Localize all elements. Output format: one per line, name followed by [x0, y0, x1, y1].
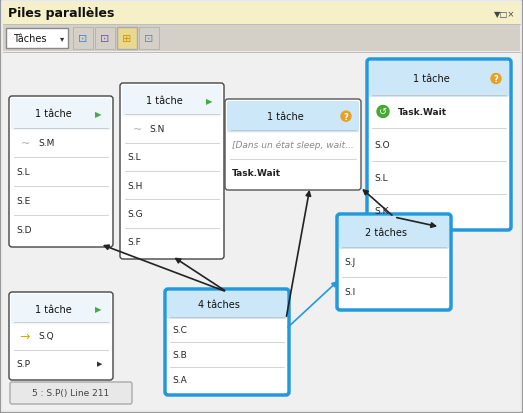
- Text: S.I: S.I: [344, 288, 355, 297]
- Text: S.L: S.L: [127, 153, 141, 162]
- Text: 1 tâche: 1 tâche: [35, 304, 71, 314]
- FancyBboxPatch shape: [167, 291, 287, 319]
- Text: S.L: S.L: [16, 168, 30, 177]
- Text: S.A: S.A: [172, 375, 187, 384]
- FancyBboxPatch shape: [165, 289, 289, 395]
- FancyArrowPatch shape: [287, 192, 311, 316]
- Text: [Dans un état sleep, wait...: [Dans un état sleep, wait...: [232, 140, 354, 150]
- FancyBboxPatch shape: [139, 28, 159, 50]
- Text: S.G: S.G: [127, 209, 143, 218]
- FancyBboxPatch shape: [227, 102, 359, 133]
- Text: ~: ~: [132, 124, 142, 134]
- Text: 1 tâche: 1 tâche: [145, 96, 183, 106]
- Text: Tâches: Tâches: [13, 34, 47, 44]
- Text: 4 tâches: 4 tâches: [198, 300, 240, 310]
- FancyBboxPatch shape: [367, 60, 511, 230]
- Text: S.C: S.C: [172, 325, 187, 334]
- Text: 1 tâche: 1 tâche: [35, 109, 71, 119]
- FancyBboxPatch shape: [9, 97, 113, 247]
- Text: ?: ?: [494, 75, 498, 84]
- FancyBboxPatch shape: [369, 62, 509, 98]
- Text: ~: ~: [21, 138, 31, 148]
- FancyArrowPatch shape: [363, 191, 392, 216]
- FancyBboxPatch shape: [3, 54, 520, 410]
- Text: 1 tâche: 1 tâche: [413, 74, 449, 84]
- FancyArrowPatch shape: [288, 282, 337, 328]
- Circle shape: [341, 112, 351, 122]
- FancyBboxPatch shape: [3, 3, 520, 25]
- Text: S.P: S.P: [16, 359, 30, 368]
- FancyBboxPatch shape: [229, 104, 357, 131]
- Text: ↺: ↺: [379, 107, 387, 117]
- FancyBboxPatch shape: [13, 296, 109, 323]
- FancyBboxPatch shape: [9, 292, 113, 380]
- Text: ▾: ▾: [60, 34, 64, 43]
- Text: S.Q: S.Q: [38, 332, 54, 341]
- FancyBboxPatch shape: [225, 100, 361, 190]
- Text: Piles parallèles: Piles parallèles: [8, 7, 115, 21]
- Text: S.H: S.H: [127, 181, 142, 190]
- Text: S.F: S.F: [127, 238, 141, 247]
- FancyBboxPatch shape: [122, 86, 222, 117]
- FancyArrowPatch shape: [176, 259, 225, 291]
- Text: ⊡: ⊡: [144, 34, 154, 44]
- Text: 5 : S.P() Line 211: 5 : S.P() Line 211: [32, 389, 110, 398]
- FancyBboxPatch shape: [343, 220, 446, 247]
- FancyBboxPatch shape: [73, 28, 93, 50]
- Text: S.K: S.K: [374, 206, 389, 216]
- FancyBboxPatch shape: [6, 29, 68, 49]
- FancyBboxPatch shape: [13, 101, 109, 129]
- Text: Task.Wait: Task.Wait: [232, 169, 281, 178]
- FancyBboxPatch shape: [10, 382, 132, 404]
- Text: 2 tâches: 2 tâches: [365, 228, 407, 237]
- Text: ?: ?: [344, 112, 348, 121]
- FancyBboxPatch shape: [95, 28, 115, 50]
- FancyBboxPatch shape: [120, 84, 224, 259]
- FancyArrowPatch shape: [397, 218, 436, 228]
- Text: Task.Wait: Task.Wait: [398, 108, 447, 117]
- FancyBboxPatch shape: [124, 88, 220, 115]
- Text: ⊞: ⊞: [122, 34, 132, 44]
- Text: →: →: [20, 330, 30, 343]
- FancyBboxPatch shape: [3, 26, 520, 52]
- Text: ⊡: ⊡: [78, 34, 88, 44]
- Text: S.M: S.M: [38, 139, 54, 147]
- FancyBboxPatch shape: [170, 295, 283, 317]
- Text: ▶: ▶: [97, 361, 103, 366]
- Text: ▶: ▶: [95, 304, 101, 313]
- Text: S.D: S.D: [16, 225, 31, 235]
- Text: 1 tâche: 1 tâche: [267, 112, 303, 122]
- Text: S.O: S.O: [374, 141, 390, 150]
- Text: ▶: ▶: [206, 96, 212, 105]
- Text: ▼□×: ▼□×: [494, 9, 515, 19]
- Text: S.J: S.J: [344, 258, 355, 267]
- FancyBboxPatch shape: [11, 294, 111, 325]
- FancyBboxPatch shape: [372, 65, 506, 96]
- Text: S.L: S.L: [374, 173, 388, 183]
- FancyArrowPatch shape: [105, 246, 224, 291]
- Circle shape: [377, 106, 389, 118]
- Circle shape: [491, 74, 501, 84]
- FancyBboxPatch shape: [337, 214, 451, 310]
- Text: ▶: ▶: [95, 110, 101, 119]
- FancyBboxPatch shape: [339, 216, 449, 249]
- Text: S.E: S.E: [16, 197, 30, 206]
- FancyBboxPatch shape: [11, 99, 111, 131]
- Text: ⊡: ⊡: [100, 34, 110, 44]
- Text: S.B: S.B: [172, 350, 187, 359]
- Text: S.N: S.N: [149, 125, 164, 134]
- FancyBboxPatch shape: [117, 28, 137, 50]
